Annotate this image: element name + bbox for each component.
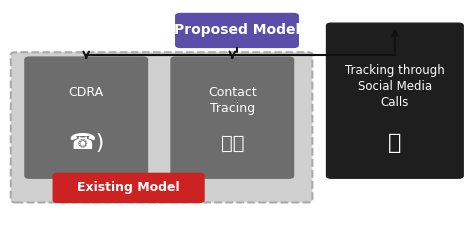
Text: Tracking through
Social Media
Calls: Tracking through Social Media Calls	[345, 64, 445, 109]
FancyBboxPatch shape	[53, 173, 204, 202]
FancyBboxPatch shape	[171, 57, 293, 178]
FancyBboxPatch shape	[11, 52, 312, 202]
FancyBboxPatch shape	[176, 13, 298, 48]
Text: Contact
Tracing: Contact Tracing	[208, 86, 256, 115]
FancyBboxPatch shape	[25, 57, 147, 178]
Text: ☎): ☎)	[68, 133, 104, 153]
FancyBboxPatch shape	[327, 23, 463, 178]
Text: Existing Model: Existing Model	[77, 181, 180, 194]
Text: 📞: 📞	[388, 133, 401, 153]
Text: Proposed Model: Proposed Model	[174, 24, 300, 37]
Text: ⧗⧗: ⧗⧗	[220, 134, 244, 153]
Text: CDRA: CDRA	[69, 86, 104, 99]
